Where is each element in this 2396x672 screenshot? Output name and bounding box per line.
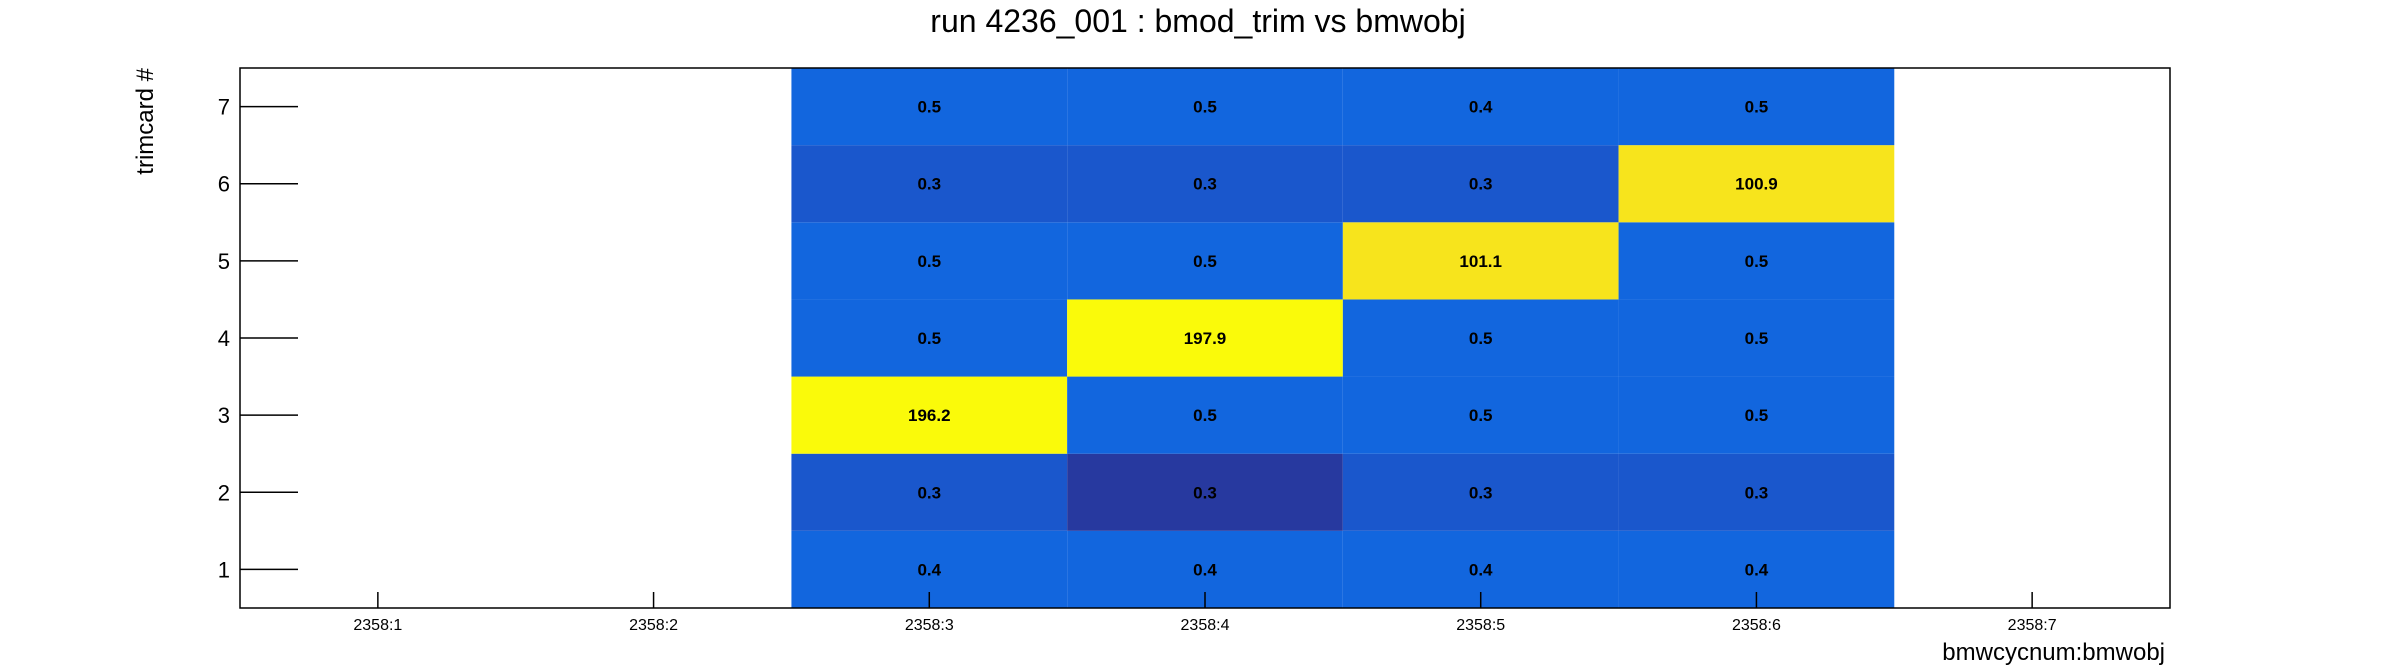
cell-value-label: 0.5 (1745, 329, 1769, 348)
y-tick-label: 5 (218, 249, 230, 274)
cell-value-label: 0.3 (1469, 483, 1493, 502)
heatmap-cell (1618, 453, 1895, 531)
cell-value-label: 0.5 (917, 329, 941, 348)
x-tick-label: 2358:1 (353, 617, 402, 634)
heatmap-cell (791, 68, 1068, 146)
heatmap-cell (1067, 68, 1343, 146)
cell-value-label: 0.4 (1469, 98, 1493, 117)
heatmap-cell-labels: 0.4 0.3 196.2 0.5 0.5 0.3 0.5 0.4 0.3 0.5 197.9 0.5… (908, 98, 1778, 580)
heatmap-cell (1067, 453, 1343, 531)
heatmap-cell (1067, 145, 1343, 223)
chart-title: run 4236_001 : bmod_trim vs bmwobj (930, 3, 1465, 39)
y-axis-title: trimcard # (132, 67, 159, 174)
heatmap-cell (1618, 376, 1895, 454)
cell-value-label: 0.4 (1469, 560, 1493, 579)
cell-value-label: 0.4 (1193, 560, 1217, 579)
cell-value-label: 0.5 (1469, 329, 1493, 348)
cell-value-label: 101.1 (1459, 252, 1502, 271)
heatmap-cell (1342, 145, 1619, 223)
cell-value-label: 0.4 (1745, 560, 1769, 579)
heatmap-cell (1342, 453, 1619, 531)
x-axis-title: bmwcycnum:bmwobj (1942, 639, 2165, 666)
cell-value-label: 0.5 (1193, 98, 1217, 117)
x-tick-label: 2358:4 (1181, 617, 1230, 634)
cell-value-label: 0.3 (1745, 483, 1769, 502)
cell-value-label: 197.9 (1184, 329, 1227, 348)
cell-value-label: 0.5 (1193, 252, 1217, 271)
y-tick-label: 1 (218, 557, 230, 582)
heatmap-cell (791, 145, 1068, 223)
cell-value-label: 0.3 (917, 483, 941, 502)
x-tick-label: 2358:2 (629, 617, 678, 634)
cell-value-label: 0.5 (1193, 406, 1217, 425)
heatmap-cell (791, 222, 1068, 300)
x-tick-label: 2358:6 (1732, 617, 1781, 634)
y-tick-label: 3 (218, 403, 230, 428)
heatmap-cell (791, 299, 1068, 377)
y-axis-ticks: 1 2 3 4 5 6 7 (218, 95, 298, 582)
cell-value-label: 0.5 (1745, 252, 1769, 271)
cell-value-label: 0.5 (1745, 98, 1769, 117)
heatmap-cell (1067, 299, 1343, 377)
heatmap-cell (791, 453, 1068, 531)
y-tick-label: 6 (218, 172, 230, 197)
cell-value-label: 0.5 (917, 98, 941, 117)
heatmap-cell (1618, 222, 1895, 300)
y-tick-label: 2 (218, 480, 230, 505)
x-tick-label: 2358:3 (905, 617, 954, 634)
heatmap-cells (791, 68, 1895, 608)
cell-value-label: 100.9 (1735, 175, 1778, 194)
heatmap-cell (1342, 376, 1619, 454)
cell-value-label: 0.3 (1193, 175, 1217, 194)
x-tick-label: 2358:5 (1456, 617, 1505, 634)
cell-value-label: 0.5 (1469, 406, 1493, 425)
heatmap-cell (1618, 145, 1895, 223)
heatmap-cell (1618, 68, 1895, 146)
heatmap-cell (1342, 68, 1619, 146)
heatmap-cell (791, 376, 1068, 454)
y-tick-label: 4 (218, 326, 230, 351)
heatmap-cell (1342, 299, 1619, 377)
cell-value-label: 0.3 (1469, 175, 1493, 194)
cell-value-label: 0.3 (1193, 483, 1217, 502)
x-tick-label: 2358:7 (2008, 617, 2057, 634)
heatmap-cell (1067, 376, 1343, 454)
x-axis-ticks: 2358:1 2358:2 2358:3 2358:4 2358:5 2358:6 2358… (353, 592, 2057, 634)
cell-value-label: 0.4 (917, 560, 941, 579)
cell-value-label: 0.5 (917, 252, 941, 271)
y-tick-label: 7 (218, 95, 230, 120)
cell-value-label: 0.3 (917, 175, 941, 194)
heatmap-cell (1067, 222, 1343, 300)
heatmap-cell (1618, 299, 1895, 377)
heatmap-cell (1342, 222, 1619, 300)
cell-value-label: 0.5 (1745, 406, 1769, 425)
cell-value-label: 196.2 (908, 406, 951, 425)
